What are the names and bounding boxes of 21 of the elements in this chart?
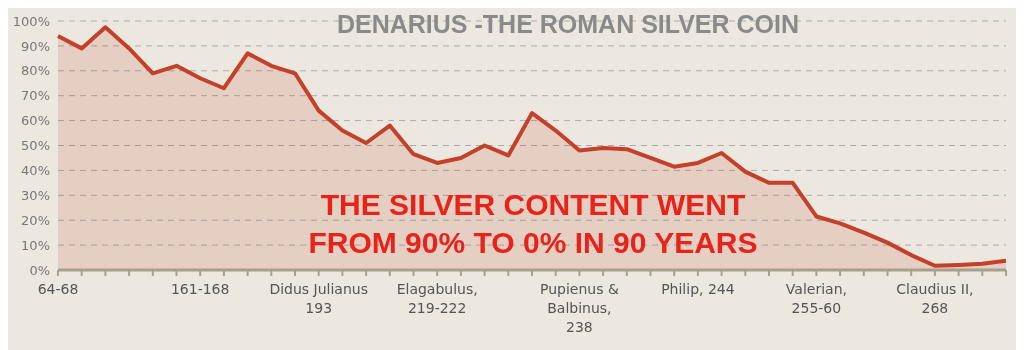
x-tick-label: Philip, 244 bbox=[661, 281, 735, 297]
x-tick-label: 64-68 bbox=[37, 281, 79, 297]
y-tick-label: 20% bbox=[21, 212, 50, 228]
y-tick-label: 80% bbox=[21, 63, 50, 79]
x-tick-label: Didus Julianus 193 bbox=[269, 281, 368, 316]
y-tick-label: 90% bbox=[21, 38, 50, 54]
y-tick-label: 10% bbox=[21, 237, 50, 253]
y-tick-label: 0% bbox=[29, 262, 50, 278]
y-tick-label: 40% bbox=[21, 163, 50, 179]
y-tick-label: 100% bbox=[12, 13, 50, 29]
x-tick-label: Pupienus & Balbinus, 238 bbox=[539, 281, 619, 335]
y-tick-label: 60% bbox=[21, 113, 50, 129]
x-tick-label: 161-168 bbox=[170, 281, 230, 297]
annotation: THE SILVER CONTENT WENT FROM 90% TO 0% IN 90 YEARS bbox=[307, 187, 759, 261]
chart-title: DENARIUS -THE ROMAN SILVER COIN bbox=[335, 10, 801, 39]
x-tick-label: Elagabulus, 219-222 bbox=[396, 281, 478, 316]
y-tick-label: 50% bbox=[21, 138, 50, 154]
y-tick-label: 70% bbox=[21, 88, 50, 104]
x-tick-label: Claudius II, 268 bbox=[896, 281, 974, 316]
y-tick-label: 30% bbox=[21, 187, 50, 203]
x-tick-label: Valerian, 255-60 bbox=[785, 281, 847, 316]
